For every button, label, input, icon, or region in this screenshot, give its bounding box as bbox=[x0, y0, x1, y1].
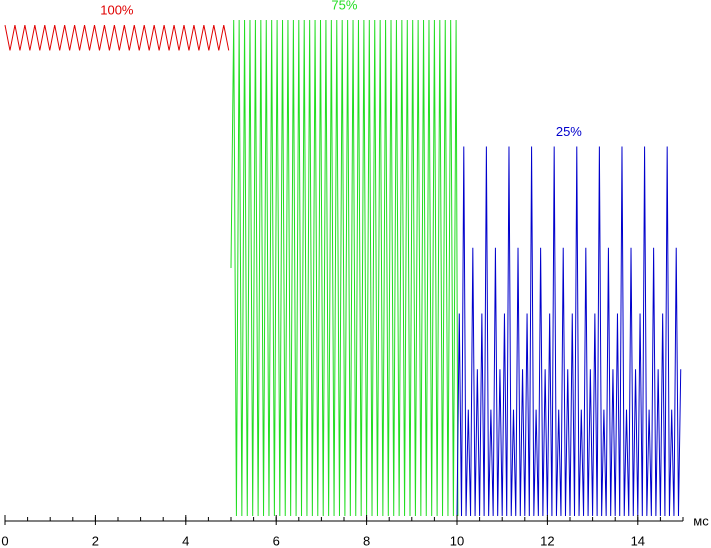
x-tick-label: 12 bbox=[540, 533, 554, 548]
x-tick-label: 10 bbox=[450, 533, 464, 548]
x-tick-label: 14 bbox=[631, 533, 645, 548]
series-label: 100% bbox=[100, 3, 134, 18]
series-label: 75% bbox=[331, 0, 357, 12]
trace bbox=[4, 25, 230, 51]
trace bbox=[230, 20, 459, 516]
x-tick-label: 6 bbox=[273, 533, 280, 548]
x-tick-label: 0 bbox=[1, 533, 8, 548]
x-tick-label: 4 bbox=[182, 533, 189, 548]
series-label: 25% bbox=[556, 124, 582, 139]
trace bbox=[456, 146, 682, 516]
x-tick-label: 8 bbox=[363, 533, 370, 548]
x-axis-unit: мс bbox=[693, 513, 709, 528]
x-tick-label: 2 bbox=[92, 533, 99, 548]
